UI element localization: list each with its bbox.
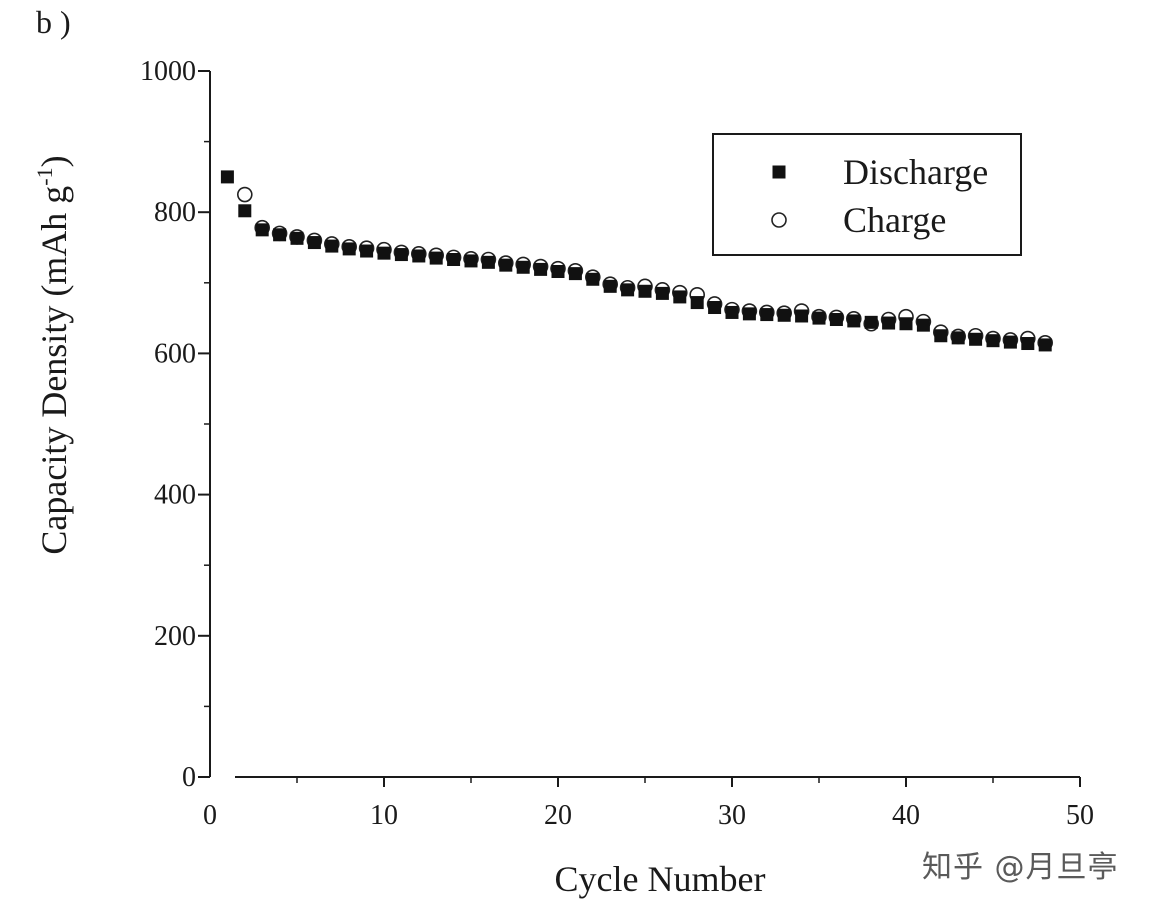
discharge-point <box>847 314 861 328</box>
discharge-point <box>1021 337 1035 351</box>
discharge-point <box>273 228 287 242</box>
discharge-point <box>986 334 1000 348</box>
x-tick-label: 40 <box>892 800 920 831</box>
discharge-point <box>969 332 983 346</box>
discharge-point <box>655 286 669 300</box>
y-tick-label: 200 <box>154 621 196 652</box>
y-axis-title-main: Capacity Density (mAh g <box>34 186 74 555</box>
discharge-point <box>690 296 704 310</box>
discharge-point <box>377 246 391 260</box>
discharge-point <box>899 317 913 331</box>
discharge-point <box>742 307 756 321</box>
discharge-point <box>342 242 356 256</box>
y-tick-label: 0 <box>182 762 196 793</box>
y-tick-label: 400 <box>154 480 196 511</box>
discharge-point <box>516 260 530 274</box>
y-tick-label: 800 <box>154 197 196 228</box>
discharge-point <box>864 315 878 329</box>
discharge-point <box>481 255 495 269</box>
discharge-point <box>412 249 426 263</box>
legend: Discharge Charge <box>712 133 1022 256</box>
discharge-point <box>725 305 739 319</box>
x-tick-label: 0 <box>203 800 217 831</box>
discharge-point <box>760 308 774 322</box>
discharge-point <box>307 236 321 250</box>
data-marks <box>220 170 1053 352</box>
y-axis-title: Capacity Density (mAh g-1) <box>32 155 74 554</box>
discharge-point <box>290 231 304 245</box>
y-axis-title-close: ) <box>34 155 74 167</box>
discharge-point <box>795 309 809 323</box>
x-tick-label: 50 <box>1066 800 1094 831</box>
x-tick-label: 10 <box>370 800 398 831</box>
legend-label: Discharge <box>843 152 988 192</box>
y-tick-label: 600 <box>154 338 196 369</box>
y-tick-label: 1000 <box>140 56 196 87</box>
discharge-point <box>708 301 722 315</box>
discharge-point <box>882 316 896 330</box>
discharge-point <box>568 267 582 281</box>
discharge-point <box>447 253 461 267</box>
watermark: 知乎 @月旦亭 <box>922 850 1119 885</box>
discharge-point <box>499 258 513 272</box>
y-axis-title-superscript: -1 <box>32 167 57 185</box>
discharge-point <box>238 204 252 218</box>
discharge-point <box>325 239 339 253</box>
discharge-point <box>464 254 478 268</box>
discharge-point <box>638 284 652 298</box>
discharge-point <box>829 313 843 327</box>
panel-label: b ) <box>36 4 71 40</box>
legend-box <box>712 133 1022 256</box>
discharge-point <box>1038 338 1052 352</box>
discharge-point <box>916 318 930 332</box>
discharge-point <box>360 244 374 258</box>
x-tick-label: 20 <box>544 800 572 831</box>
discharge-point <box>951 331 965 345</box>
legend-charge-marker <box>771 212 787 228</box>
discharge-point <box>220 170 234 184</box>
discharge-point <box>551 265 565 279</box>
discharge-point <box>777 308 791 322</box>
legend-label: Charge <box>843 200 946 240</box>
discharge-point <box>586 272 600 286</box>
discharge-point <box>621 283 635 297</box>
discharge-point <box>429 251 443 265</box>
x-axis-title: Cycle Number <box>555 859 766 899</box>
x-tick-label: 30 <box>718 800 746 831</box>
discharge-point <box>812 311 826 325</box>
discharge-point <box>603 279 617 293</box>
charge-point <box>237 186 253 203</box>
discharge-point <box>394 248 408 262</box>
x-axis-ticks: 0 10 20 30 40 50 <box>203 777 1094 831</box>
legend-discharge-marker <box>772 165 786 179</box>
discharge-point <box>255 223 269 237</box>
discharge-point <box>1003 335 1017 349</box>
discharge-point <box>934 329 948 343</box>
discharge-point <box>673 290 687 304</box>
discharge-point <box>534 262 548 276</box>
y-axis-ticks: 0 200 400 600 800 1000 <box>140 56 210 793</box>
